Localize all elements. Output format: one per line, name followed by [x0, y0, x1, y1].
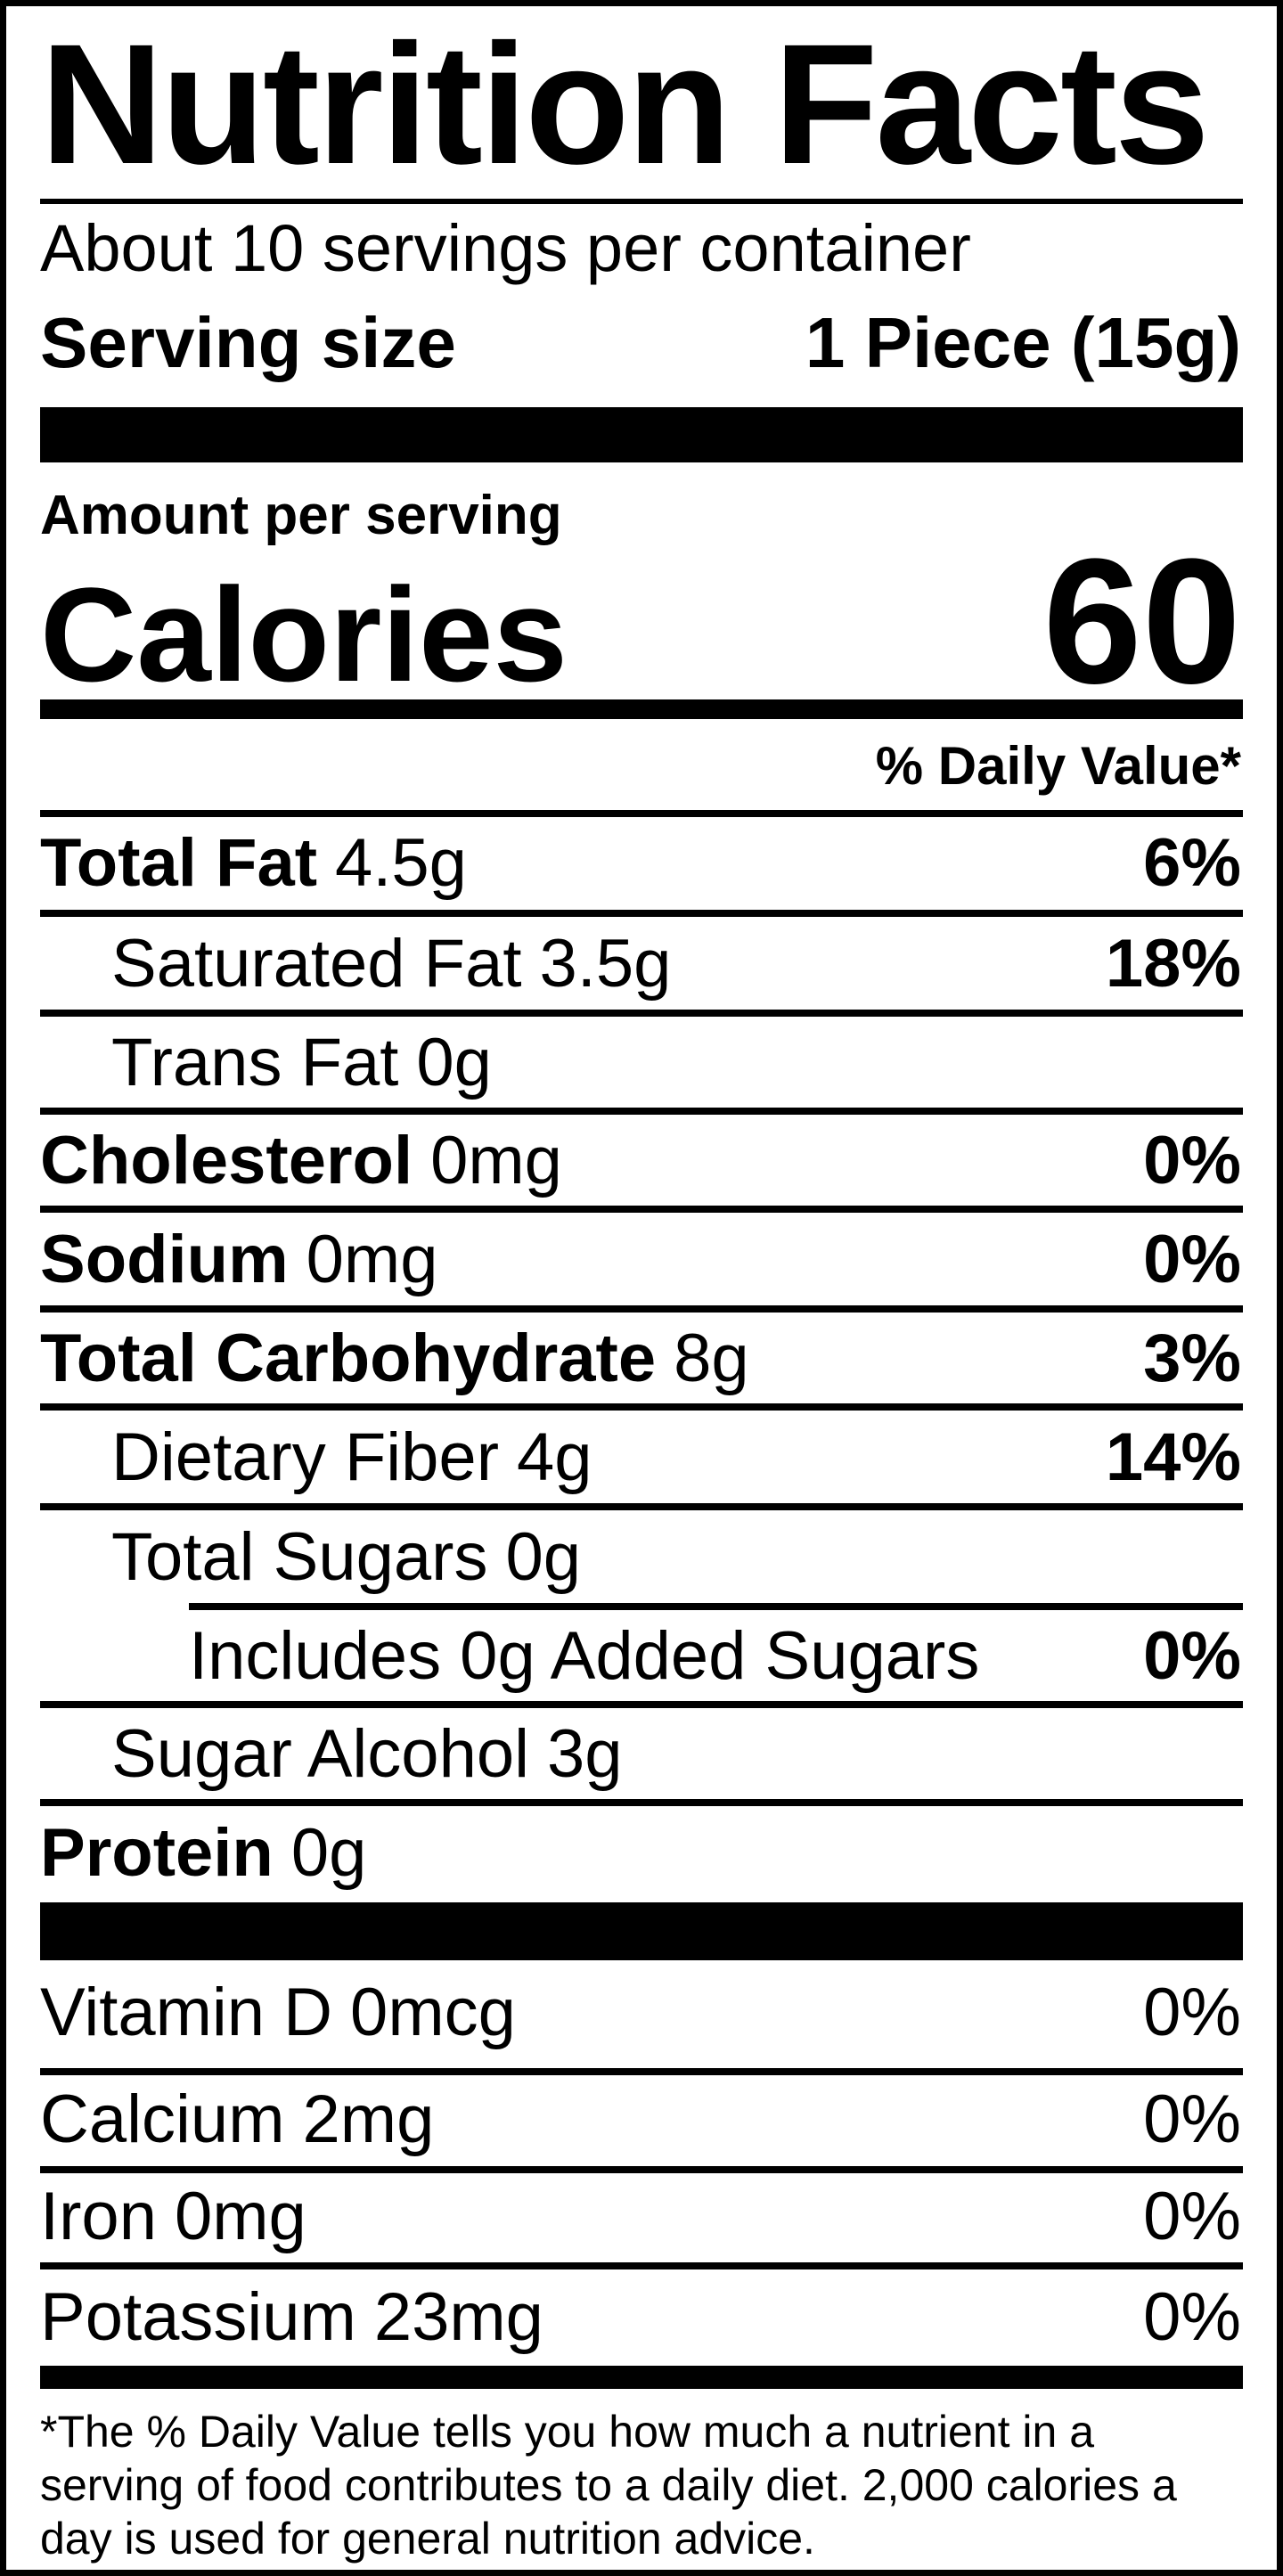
nutrient-dv: 0% — [1143, 2179, 1241, 2255]
nutrient-amount: 0mcg — [350, 1975, 516, 2051]
divider — [40, 2262, 1243, 2269]
serving-size-row: Serving size 1 Piece (15g) — [40, 297, 1241, 389]
nutrient-row-saturated-fat: Saturated Fat 3.5g 18% — [40, 924, 1241, 1004]
nutrient-dv: 0% — [1143, 1123, 1241, 1199]
nutrient-amount: 2mg — [302, 2081, 435, 2158]
nutrient-row-cholesterol: Cholesterol 0mg 0% — [40, 1122, 1241, 1200]
nutrient-name: Potassium — [40, 2279, 356, 2356]
nutrient-amount: 8g — [674, 1321, 749, 1397]
calories-separator — [40, 699, 1243, 719]
nutrient-name: Cholesterol — [40, 1123, 413, 1199]
divider — [40, 1108, 1243, 1115]
serving-size-label: Serving size — [40, 303, 456, 382]
divider — [40, 910, 1243, 917]
footnote-line: *The % Daily Value tells you how much a … — [40, 2407, 1095, 2457]
nutrient-dv: 3% — [1143, 1321, 1241, 1397]
label-title: Nutrition Facts — [40, 8, 1210, 200]
nutrient-name: Sugar Alcohol — [111, 1716, 529, 1793]
divider — [40, 1799, 1243, 1806]
calories-label: Calories — [40, 560, 568, 709]
divider-indented — [189, 1603, 1243, 1610]
footnote-separator — [40, 2366, 1243, 2389]
nutrient-row-calcium: Calcium 2mg 0% — [40, 2079, 1241, 2161]
servings-per-container: About 10 servings per container — [40, 210, 971, 285]
nutrient-row-added-sugars: Includes 0g Added Sugars 0% — [40, 1617, 1241, 1696]
calories-value: 60 — [1042, 522, 1241, 721]
nutrient-amount: 0g — [290, 1815, 367, 1892]
nutrient-dv: 0% — [1143, 1222, 1241, 1298]
nutrient-row-sugar-alcohol: Sugar Alcohol 3g — [40, 1715, 1241, 1794]
daily-value-footnote: *The % Daily Value tells you how much a … — [40, 2405, 1241, 2565]
nutrient-dv: 18% — [1105, 926, 1241, 1002]
footnote-line: serving of food contributes to a daily d… — [40, 2460, 1177, 2510]
nutrient-row-total-fat: Total Fat 4.5g 6% — [40, 822, 1241, 904]
nutrient-amount: 3.5g — [539, 926, 672, 1002]
nutrient-row-potassium: Potassium 23mg 0% — [40, 2275, 1241, 2360]
nutrient-name: Sodium — [40, 1222, 289, 1298]
divider — [40, 1403, 1243, 1411]
nutrient-dv: 0% — [1143, 2279, 1241, 2356]
nutrient-amount: 23mg — [373, 2279, 543, 2356]
nutrient-name: Includes 0g Added Sugars — [189, 1618, 980, 1695]
nutrient-amount: 0g — [505, 1519, 581, 1596]
thick-separator-top — [40, 407, 1243, 462]
nutrient-name: Trans Fat — [111, 1025, 399, 1101]
nutrient-amount: 4g — [517, 1419, 592, 1496]
nutrient-name: Vitamin D — [40, 1975, 333, 2051]
nutrient-name: Calcium — [40, 2081, 285, 2158]
nutrient-dv: 14% — [1105, 1419, 1241, 1496]
nutrient-amount: 0mg — [174, 2179, 306, 2255]
divider — [40, 810, 1243, 817]
nutrient-row-vitamin-d: Vitamin D 0mcg 0% — [40, 1963, 1241, 2063]
nutrient-row-dietary-fiber: Dietary Fiber 4g 14% — [40, 1418, 1241, 1498]
divider — [40, 1010, 1243, 1017]
title-divider — [40, 199, 1243, 204]
nutrient-amount: 0mg — [430, 1123, 562, 1199]
footnote-line: day is used for general nutrition advice… — [40, 2514, 815, 2564]
nutrient-dv: 0% — [1143, 1618, 1241, 1695]
serving-size-value: 1 Piece (15g) — [805, 303, 1241, 382]
divider — [40, 2068, 1243, 2075]
nutrient-name: Protein — [40, 1815, 274, 1892]
nutrient-row-total-carbohydrate: Total Carbohydrate 8g 3% — [40, 1320, 1241, 1398]
nutrient-row-total-sugars: Total Sugars 0g — [40, 1517, 1241, 1598]
nutrient-row-sodium: Sodium 0mg 0% — [40, 1220, 1241, 1300]
amount-per-serving-label: Amount per serving — [40, 484, 562, 546]
nutrient-amount: 0mg — [306, 1222, 438, 1298]
nutrient-amount: 0g — [416, 1025, 492, 1101]
divider — [40, 1503, 1243, 1510]
thick-separator-vitamins — [40, 1902, 1243, 1960]
divider — [40, 1305, 1243, 1313]
divider — [40, 1701, 1243, 1708]
nutrient-row-iron: Iron 0mg 0% — [40, 2177, 1241, 2257]
nutrient-row-protein: Protein 0g — [40, 1813, 1241, 1893]
nutrient-name: Dietary Fiber — [111, 1419, 499, 1496]
nutrient-name: Total Fat — [40, 825, 318, 902]
nutrient-dv: 6% — [1143, 825, 1241, 902]
nutrient-row-trans-fat: Trans Fat 0g — [40, 1024, 1241, 1102]
nutrient-dv: 0% — [1143, 2081, 1241, 2158]
nutrient-amount: 4.5g — [335, 825, 467, 902]
daily-value-header: % Daily Value* — [875, 735, 1241, 796]
nutrient-amount: 3g — [547, 1716, 623, 1793]
divider — [40, 2166, 1243, 2173]
nutrient-name: Total Carbohydrate — [40, 1321, 657, 1397]
nutrient-name: Iron — [40, 2179, 157, 2255]
nutrient-name: Total Sugars — [111, 1519, 488, 1596]
divider — [40, 1206, 1243, 1213]
nutrient-dv: 0% — [1143, 1975, 1241, 2051]
nutrient-name: Saturated Fat — [111, 926, 522, 1002]
